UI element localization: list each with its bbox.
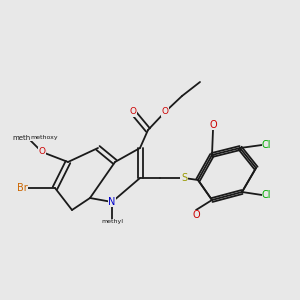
Text: O: O — [130, 107, 136, 116]
Text: Br: Br — [17, 183, 28, 193]
Text: methoxy: methoxy — [30, 136, 58, 140]
Text: N: N — [108, 197, 116, 207]
Text: methoxy: methoxy — [13, 135, 43, 141]
Text: O: O — [161, 107, 169, 116]
Text: methyl: methyl — [101, 220, 123, 224]
Text: Cl: Cl — [262, 190, 272, 200]
Text: S: S — [181, 173, 187, 183]
Text: Cl: Cl — [262, 140, 272, 150]
Text: O: O — [38, 148, 46, 157]
Text: O: O — [192, 210, 200, 220]
Text: O: O — [209, 120, 217, 130]
Text: O: O — [38, 148, 46, 157]
Text: N: N — [108, 197, 116, 207]
Text: O: O — [38, 147, 46, 157]
